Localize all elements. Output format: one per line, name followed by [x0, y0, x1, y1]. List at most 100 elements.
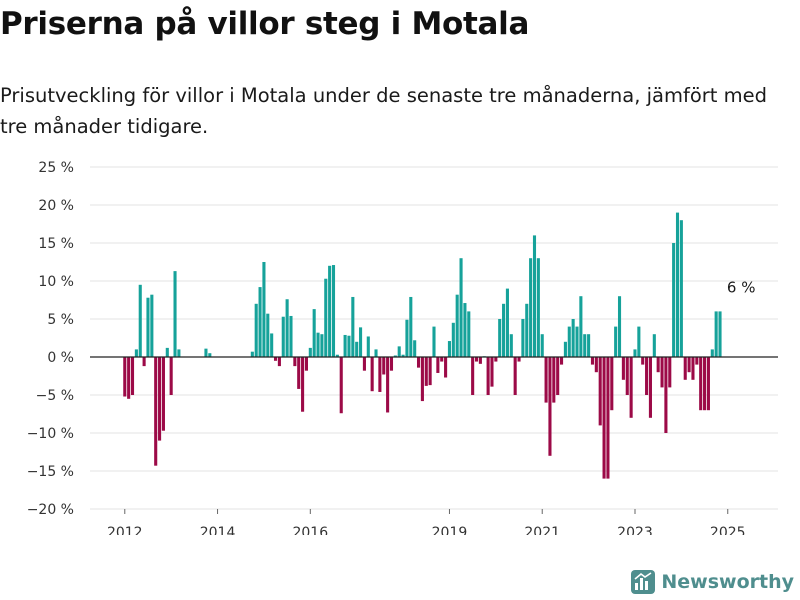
bar: [598, 357, 602, 426]
bar: [428, 357, 432, 386]
bar: [320, 334, 324, 357]
y-axis-ticks: −20 % −15 % −10 % −5 % 0 % 5 % 10 % 15 % 20 % 25 …: [27, 160, 74, 518]
bar: [432, 326, 436, 357]
bar: [366, 336, 370, 357]
bar: [529, 258, 533, 357]
bar: [668, 357, 672, 388]
bar: [652, 334, 656, 357]
x-tick-label: 2012: [107, 525, 143, 535]
bar: [699, 357, 703, 411]
bar: [505, 288, 509, 357]
bar: [695, 357, 699, 365]
bar: [683, 357, 687, 380]
bar: [614, 326, 618, 357]
y-tick-label: 5 %: [47, 312, 74, 328]
bar: [436, 357, 440, 373]
bar: [316, 332, 320, 357]
bar: [714, 311, 718, 357]
bar: [158, 357, 162, 441]
bar: [277, 357, 281, 367]
bar: [675, 212, 680, 357]
bar: [204, 348, 208, 357]
bar: [486, 357, 490, 395]
bar: [293, 357, 297, 367]
gridlines: [90, 166, 778, 510]
bar: [413, 340, 417, 357]
bar: [173, 271, 177, 357]
bar: [544, 357, 548, 403]
bar: [710, 349, 714, 357]
y-tick-label: 10 %: [38, 274, 74, 290]
bar: [285, 299, 289, 357]
bar: [629, 357, 633, 418]
price-change-bar-chart: −20 % −15 % −10 % −5 % 0 % 5 % 10 % 15 % 20 % 25 …: [27, 160, 778, 535]
bar: [494, 357, 498, 362]
bar: [374, 349, 378, 357]
bar: [304, 357, 308, 371]
bar: [571, 319, 575, 357]
newsworthy-brand[interactable]: Newsworthy: [631, 570, 794, 594]
bar: [127, 357, 131, 399]
x-axis-ticks: 2012 2014 2016 2019 2021 2023 2025: [107, 509, 746, 535]
bar: [610, 357, 614, 411]
bar: [130, 357, 135, 395]
bar: [447, 341, 451, 357]
bar: [123, 357, 127, 397]
x-tick-label: 2016: [292, 525, 328, 535]
bar: [525, 303, 529, 357]
bar: [416, 357, 421, 368]
bar: [536, 258, 540, 357]
y-tick-label: 0 %: [47, 350, 74, 366]
bar: [324, 278, 328, 357]
newsworthy-logo-icon: [631, 570, 656, 594]
bar: [370, 357, 374, 392]
bar: [498, 319, 502, 357]
bar: [270, 333, 274, 357]
bar: [339, 357, 343, 414]
bar: [382, 357, 386, 375]
x-tick-label: 2021: [524, 525, 560, 535]
bar: [606, 357, 610, 479]
bar: [575, 326, 579, 357]
bar: [474, 357, 479, 362]
bar: [328, 265, 332, 357]
bar: [297, 357, 301, 389]
bar: [490, 357, 494, 387]
bar: [169, 357, 173, 395]
bar: [386, 357, 390, 413]
bar: [389, 357, 394, 371]
bar: [146, 297, 150, 357]
bar: [552, 357, 556, 403]
bar: [513, 357, 517, 395]
bar: [161, 357, 165, 431]
bar: [703, 357, 707, 411]
y-tick-label: −5 %: [36, 388, 74, 404]
bar: [521, 319, 525, 357]
bar: [362, 357, 366, 371]
y-tick-label: 15 %: [38, 236, 74, 252]
bar: [532, 235, 537, 357]
bar: [258, 287, 262, 357]
bar: [617, 296, 622, 357]
x-tick-label: 2014: [200, 525, 236, 535]
bar: [331, 265, 336, 357]
bar: [273, 357, 278, 361]
bar: [718, 311, 722, 357]
y-tick-label: 25 %: [38, 160, 74, 176]
bar: [312, 309, 316, 357]
bar: [625, 357, 629, 395]
y-tick-label: −15 %: [27, 464, 74, 480]
bar: [177, 349, 181, 357]
annotation-label: 6 %: [727, 278, 756, 296]
bar: [459, 258, 463, 357]
bars: [123, 212, 722, 479]
bar: [409, 296, 413, 357]
bar: [664, 357, 668, 433]
bar: [540, 334, 544, 357]
bar: [359, 327, 363, 357]
bar: [134, 349, 138, 357]
bar: [679, 220, 683, 357]
bar: [637, 326, 641, 357]
bar: [579, 296, 583, 357]
bar: [587, 334, 591, 357]
